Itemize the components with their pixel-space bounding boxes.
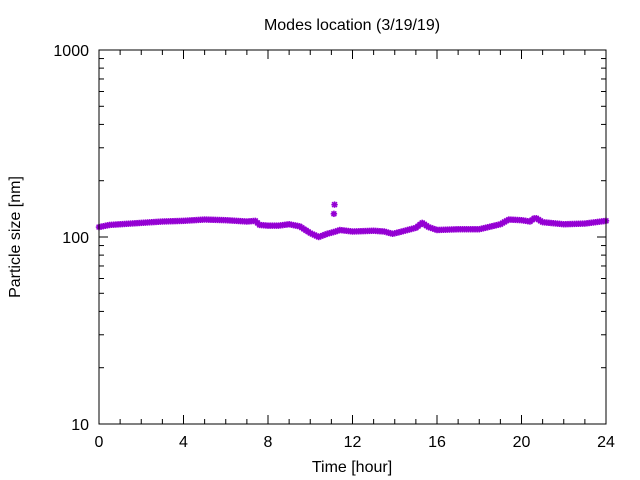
x-tick-label: 8 [264, 434, 273, 451]
x-tick-label: 20 [513, 434, 531, 451]
x-tick-label: 16 [428, 434, 446, 451]
x-tick-label: 12 [344, 434, 362, 451]
chart-title: Modes location (3/19/19) [264, 17, 440, 34]
plot-frame [98, 49, 607, 425]
y-axis-label: Particle size [nm] [7, 176, 24, 298]
y-tick-label: 100 [62, 230, 89, 247]
y-tick-label: 10 [71, 417, 89, 434]
axis-ticks: 0 4 8 12 16 20 24 10 100 1000 [53, 43, 615, 451]
data-points [95, 201, 610, 241]
x-tick-label: 0 [95, 434, 104, 451]
data-point [331, 201, 338, 208]
x-axis-label: Time [hour] [312, 459, 392, 476]
x-tick-label: 24 [597, 434, 615, 451]
y-tick-label: 1000 [53, 43, 89, 60]
x-tick-label: 4 [179, 434, 188, 451]
data-point [330, 210, 338, 218]
